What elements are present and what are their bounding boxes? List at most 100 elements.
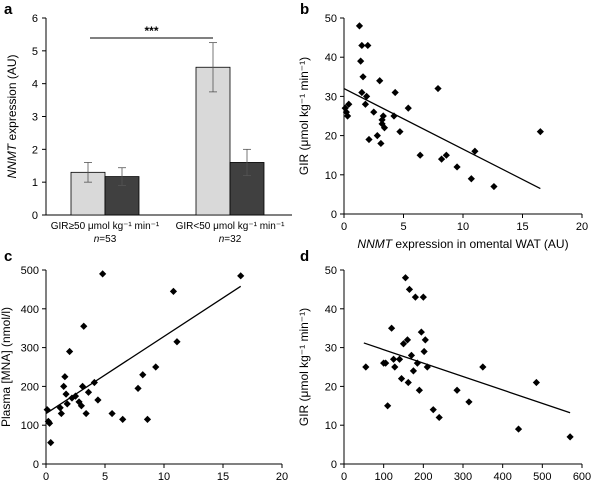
data-point <box>343 112 352 120</box>
y-axis-label: Plasma [MNA] (nmol/l) <box>0 307 13 427</box>
data-point <box>404 104 412 112</box>
data-point <box>237 272 245 280</box>
data-point <box>57 409 65 418</box>
x-category-label: GIR<50 μmol kg⁻¹ min⁻¹ <box>176 221 286 232</box>
y-tick-label: 50 <box>325 265 337 277</box>
y-tick-label: 0 <box>331 209 337 221</box>
data-point <box>415 386 423 394</box>
data-point <box>380 124 389 132</box>
x-category-label: GIR≥50 μmol kg⁻¹ min⁻¹ <box>51 221 160 232</box>
data-point <box>139 371 147 379</box>
data-point <box>391 88 399 97</box>
data-point <box>396 128 404 136</box>
data-point <box>382 359 390 367</box>
data-point <box>363 92 371 100</box>
data-point <box>413 359 421 367</box>
data-point <box>370 108 378 116</box>
data-point <box>66 347 74 356</box>
y-tick-label: 0 <box>32 210 38 222</box>
y-tick-label: 40 <box>325 52 337 64</box>
y-tick-label: 50 <box>325 13 337 25</box>
x-tick-label: 20 <box>576 221 588 233</box>
data-point <box>61 373 69 381</box>
y-tick-label: 2 <box>32 144 38 156</box>
y-axis-label: GIR (μmol kg⁻¹ min⁻¹) <box>297 308 311 426</box>
data-point <box>388 324 396 332</box>
x-tick-label: 0 <box>341 221 347 233</box>
data-point <box>390 112 398 120</box>
y-tick-label: 0 <box>33 459 39 471</box>
data-point <box>173 338 181 346</box>
y-tick-label: 20 <box>325 131 337 143</box>
y-tick-label: 4 <box>32 79 38 91</box>
data-point <box>84 388 93 396</box>
x-tick-label: 20 <box>276 471 288 483</box>
data-point <box>71 392 80 400</box>
y-tick-label: 400 <box>21 304 39 316</box>
data-point <box>62 390 70 398</box>
x-tick-label: 100 <box>374 471 392 483</box>
data-point <box>467 175 475 183</box>
trend-line <box>343 87 541 190</box>
x-tick-label: 5 <box>400 221 406 233</box>
trend-line <box>45 285 242 415</box>
x-tick-label: 0 <box>43 471 49 483</box>
data-point <box>453 163 461 171</box>
x-tick-label: 500 <box>533 471 551 483</box>
significance-label: *** <box>144 24 158 38</box>
x-tick-label: 600 <box>573 471 591 483</box>
data-point <box>365 135 373 144</box>
data-point <box>490 182 498 191</box>
data-point <box>108 409 116 418</box>
x-tick-label: 400 <box>493 471 511 483</box>
x-category-n-label: n=53 <box>94 234 117 245</box>
data-point <box>471 147 479 155</box>
y-tick-label: 500 <box>21 265 39 277</box>
data-point <box>355 22 364 30</box>
y-axis-label: NNMT expression (AU) <box>5 54 19 178</box>
data-point <box>566 433 574 441</box>
data-point <box>47 439 55 447</box>
panel-letter-b: b <box>300 1 309 18</box>
data-point <box>377 139 385 148</box>
data-point <box>68 394 76 402</box>
data-point <box>399 340 408 348</box>
panel-letter-c: c <box>4 248 12 265</box>
data-point <box>345 100 353 108</box>
data-point <box>80 322 88 330</box>
trend-line <box>363 342 571 414</box>
y-tick-label: 10 <box>325 420 337 432</box>
data-point <box>419 293 427 301</box>
data-point <box>45 419 54 427</box>
data-point <box>405 285 414 293</box>
data-point <box>361 100 370 108</box>
y-tick-label: 200 <box>21 381 39 393</box>
data-point <box>465 398 473 406</box>
data-point <box>397 375 406 383</box>
y-tick-label: 30 <box>325 343 337 355</box>
data-point <box>389 355 398 363</box>
data-point <box>143 415 152 423</box>
data-point <box>514 425 523 433</box>
y-tick-label: 3 <box>32 112 38 124</box>
data-point <box>82 409 90 418</box>
data-point <box>435 413 443 422</box>
data-point <box>358 88 366 97</box>
data-point <box>429 406 437 414</box>
data-point <box>56 404 64 412</box>
panel-b-scatter-chart: 0 10 20 30 40 50 0 5 10 15 20 GIR (μmol kg⁻¹ min⁻¹)… <box>297 13 588 251</box>
y-tick-label: 300 <box>21 343 39 355</box>
data-point <box>378 120 386 128</box>
data-point <box>152 363 160 371</box>
x-category-n-label: n=32 <box>219 234 242 245</box>
y-tick-label: 0 <box>331 459 337 471</box>
x-tick-label: 200 <box>414 471 432 483</box>
data-point <box>119 415 127 423</box>
data-point <box>357 57 365 65</box>
data-point <box>403 336 412 344</box>
data-point <box>416 151 424 159</box>
data-point <box>442 151 450 159</box>
y-axis-label: GIR (μmol kg⁻¹ min⁻¹) <box>297 57 311 175</box>
